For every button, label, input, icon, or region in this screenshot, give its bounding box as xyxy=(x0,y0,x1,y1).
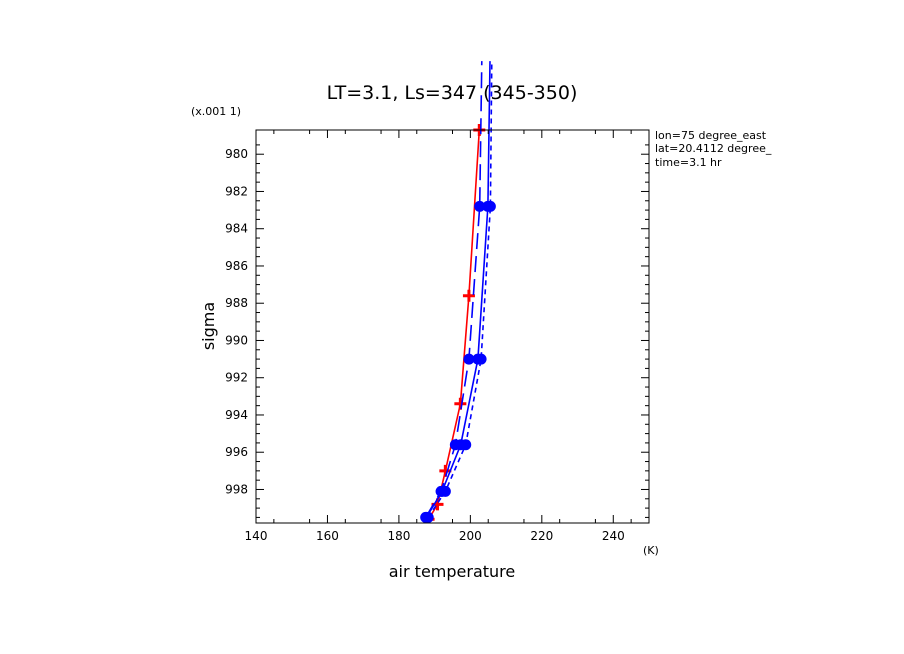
y-tick-label: 986 xyxy=(225,259,248,273)
x-tick-label: 240 xyxy=(602,529,625,543)
series-point-3 xyxy=(460,439,472,451)
annotation-lat: lat=20.4112 degree_ xyxy=(655,142,772,155)
series-point-0 xyxy=(462,289,475,302)
y-axis: 980 982 984 986 988 990 992 994 996 998 xyxy=(225,144,649,518)
x-unit-label: (K) xyxy=(643,544,659,557)
y-tick-label: 980 xyxy=(225,147,248,161)
series-line-3 xyxy=(427,61,493,518)
y-tick-label: 988 xyxy=(225,296,248,310)
series-point-2 xyxy=(449,439,461,451)
series-point-3 xyxy=(422,511,434,523)
y-tick-label: 982 xyxy=(225,184,248,198)
y-tick-label: 990 xyxy=(225,333,248,347)
chart-title: LT=3.1, Ls=347 (345-350) xyxy=(327,82,578,104)
y-scale-note: (x.001 1) xyxy=(191,105,241,118)
x-axis: 140 160 180 200 220 240 xyxy=(245,130,632,543)
series-layer xyxy=(420,61,496,523)
series-point-2 xyxy=(474,200,486,212)
series-point-3 xyxy=(439,485,451,497)
x-tick-label: 140 xyxy=(245,529,268,543)
y-tick-label: 996 xyxy=(225,445,248,459)
y-axis-title: sigma xyxy=(199,302,218,350)
series-point-2 xyxy=(463,353,475,365)
annotation-lon: lon=75 degree_east xyxy=(655,129,767,142)
series-point-0 xyxy=(454,397,467,410)
x-tick-label: 200 xyxy=(459,529,482,543)
x-axis-title: air temperature xyxy=(389,562,515,581)
annotation-time: time=3.1 hr xyxy=(655,156,722,169)
x-tick-label: 160 xyxy=(316,529,339,543)
x-tick-label: 220 xyxy=(530,529,553,543)
x-tick-label: 180 xyxy=(387,529,410,543)
annotations: lon=75 degree_east lat=20.4112 degree_ t… xyxy=(655,129,772,169)
series-point-3 xyxy=(475,353,487,365)
y-tick-label: 992 xyxy=(225,371,248,385)
y-tick-label: 994 xyxy=(225,408,248,422)
y-tick-label: 984 xyxy=(225,222,248,236)
series-point-3 xyxy=(484,200,496,212)
y-tick-label: 998 xyxy=(225,482,248,496)
